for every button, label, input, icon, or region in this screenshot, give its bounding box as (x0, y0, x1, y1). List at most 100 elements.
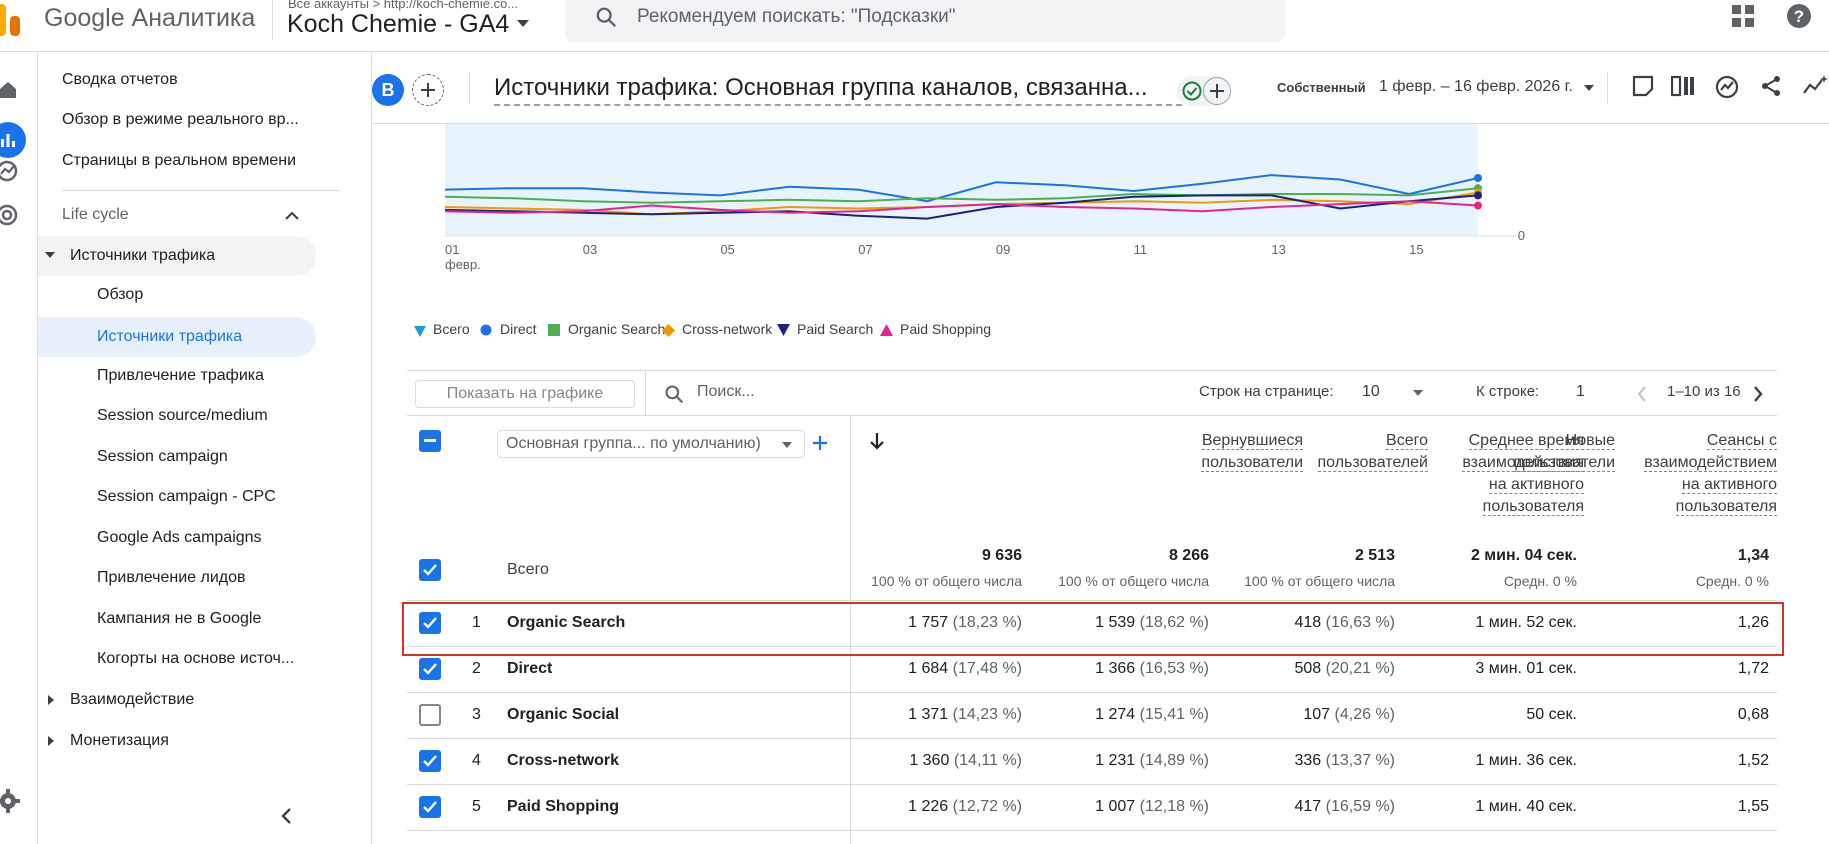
channel-name[interactable]: Cross-network (507, 752, 620, 769)
insights-trend-icon[interactable] (1715, 75, 1739, 99)
comparison-badge[interactable]: B (372, 74, 404, 106)
select-all-checkbox[interactable] (419, 430, 441, 452)
legend-label: Cross-network (682, 321, 773, 337)
column-header-total-users[interactable]: Всего пользователей (1258, 430, 1428, 474)
row-checkbox[interactable] (419, 704, 441, 726)
table-row[interactable]: 3 Organic Social 1 371 (14,23 %) 1 274 (15,… (407, 693, 1777, 739)
table-search-input[interactable]: Поиск... (697, 383, 755, 400)
sparkle-insights-icon[interactable] (1802, 75, 1828, 97)
data-table: Основная группа... по умолчанию) Всего по… (407, 416, 1777, 844)
advertising-icon[interactable] (0, 204, 18, 226)
column-header-avg-engagement-time[interactable]: Среднее время взаимодействия на активного п… (1414, 430, 1584, 518)
nav-subitem-cohorts[interactable]: Когорты на основе источ... (38, 640, 358, 678)
nav-group-engagement[interactable]: Взаимодействие (38, 681, 358, 719)
channel-name[interactable]: Organic Search (507, 614, 626, 631)
nav-subitem-traffic-sources[interactable]: Источники трафика (38, 317, 316, 357)
home-icon[interactable] (0, 80, 18, 100)
cell-percent: (14,23 %) (952, 706, 1022, 723)
column-header-engaged-sessions[interactable]: Сеансы с взаимодействием на активного польз… (1577, 430, 1777, 518)
nav-item-reports-snapshot[interactable]: Сводка отчетов (38, 61, 358, 99)
property-selector[interactable]: Koch Chemie - GA4 (287, 10, 510, 38)
insights-note-icon[interactable] (1632, 75, 1654, 97)
chevron-left-icon[interactable] (1637, 386, 1647, 402)
report-title[interactable]: Источники трафика: Основная группа канал… (494, 74, 1182, 106)
report-status[interactable] (1177, 76, 1231, 106)
settings-gear-icon[interactable] (0, 789, 20, 813)
nav-subitem-session-source-medium[interactable]: Session source/medium (38, 397, 358, 435)
highlight-box (402, 602, 1784, 656)
caret-right-icon (48, 695, 54, 705)
cell-percent: (18,23 %) (952, 614, 1022, 631)
add-comparison-button[interactable] (412, 74, 444, 106)
table-row[interactable]: 1 Organic Search 1 757 (18,23 %) 1 539 (18,… (407, 601, 1777, 647)
rows-per-page-select[interactable]: 10 (1362, 383, 1380, 400)
row-checkbox[interactable] (419, 612, 441, 634)
collapse-nav-chevron-left-icon[interactable] (280, 808, 292, 824)
nav-item-label: Google Ads campaigns (97, 529, 262, 546)
chevron-down-icon[interactable] (1584, 85, 1594, 92)
cell-new-users: 1 539 (18,62 %) (1009, 614, 1209, 632)
chevron-down-icon[interactable] (1413, 390, 1423, 397)
channel-name[interactable]: Paid Shopping (507, 798, 619, 815)
search-bar[interactable]: Рекомендуем поискать: "Подсказки" (565, 0, 1285, 42)
apps-grid-icon[interactable] (1731, 4, 1755, 28)
analytics-logo-icon[interactable] (0, 0, 20, 36)
row-checkbox[interactable] (419, 750, 441, 772)
cell-avg-engagement-time: 1 мин. 36 сек. (1475, 752, 1577, 769)
table-row[interactable]: 2 Direct 1 684 (17,48 %) 1 366 (16,53 %) 508… (407, 647, 1777, 693)
account-breadcrumb[interactable]: Все аккаунты > http://koch-chemie.co... (288, 0, 519, 11)
chevron-down-icon[interactable] (517, 20, 529, 28)
dimension-selector[interactable]: Основная группа... по умолчанию) (497, 430, 805, 458)
nav-item-label: Session campaign (97, 448, 228, 465)
chevron-down-icon (782, 442, 792, 448)
table-row[interactable]: 4 Cross-network 1 360 (14,11 %) 1 231 (14,8… (407, 739, 1777, 785)
product-name[interactable]: Google Аналитика (44, 4, 256, 32)
cell-value: 1 371 (908, 706, 949, 723)
add-filter-button[interactable] (1203, 77, 1231, 105)
goto-row-input[interactable]: 1 (1576, 383, 1585, 400)
column-header-text: Вернувшиеся (1201, 432, 1303, 450)
compare-columns-icon[interactable] (1671, 75, 1695, 97)
nav-subitem-traffic-acquisition[interactable]: Привлечение трафика (38, 357, 358, 395)
dimension-selector-label: Основная группа... по умолчанию) (506, 435, 761, 452)
nav-group-monetization[interactable]: Монетизация (38, 722, 358, 760)
nav-group-traffic-acquisition[interactable]: Источники трафика (38, 236, 316, 276)
channel-name[interactable]: Organic Social (507, 706, 620, 723)
nav-item-label: Когорты на основе источ... (97, 650, 295, 667)
explore-icon[interactable] (0, 160, 18, 182)
search-input[interactable]: Рекомендуем поискать: "Подсказки" (637, 6, 956, 27)
nav-section-life-cycle[interactable]: Life cycle (38, 196, 358, 234)
nav-subitem-non-google-campaign[interactable]: Кампания не в Google (38, 600, 358, 638)
channel-name[interactable]: Direct (507, 660, 553, 677)
header-divider (469, 72, 470, 104)
nav-item-realtime-overview[interactable]: Обзор в режиме реального вр... (38, 101, 358, 139)
column-header-text: пользователи (1201, 454, 1303, 472)
legend-label: Paid Search (797, 321, 874, 337)
show-on-chart-button[interactable]: Показать на графике (415, 380, 635, 408)
date-range-selector[interactable]: 1 февр. – 16 февр. 2026 г. (1379, 78, 1573, 95)
nav-subitem-session-campaign[interactable]: Session campaign (38, 438, 358, 476)
sort-descending-arrow-icon[interactable] (870, 432, 884, 450)
series-line-direct (444, 174, 1479, 203)
column-header-returning-users[interactable]: Вернувшиеся пользователи (1107, 430, 1303, 474)
nav-subitem-lead-acquisition[interactable]: Привлечение лидов (38, 559, 358, 597)
cell-avg-engagement-time: 1 мин. 40 сек. (1475, 798, 1577, 815)
table-row[interactable]: 5 Paid Shopping 1 226 (12,72 %) 1 007 (12,1… (407, 785, 1777, 831)
nav-subitem-session-campaign-cpc[interactable]: Session campaign - CPC (38, 478, 358, 516)
help-icon[interactable]: ? (1786, 3, 1812, 29)
column-header-new-users[interactable]: Новые пользователи (1445, 430, 1615, 474)
nav-subitem-google-ads-campaigns[interactable]: Google Ads campaigns (38, 519, 358, 557)
x-tick-label: 05 (720, 242, 734, 257)
reports-icon[interactable] (0, 122, 26, 158)
add-dimension-plus-icon[interactable] (813, 436, 827, 450)
legend-label: Direct (500, 321, 537, 337)
row-checkbox[interactable] (419, 796, 441, 818)
share-icon[interactable] (1760, 75, 1782, 97)
row-checkbox[interactable] (419, 658, 441, 680)
legend-label: Всего (433, 321, 470, 337)
chevron-right-icon[interactable] (1753, 386, 1763, 402)
nav-item-realtime-pages[interactable]: Страницы в реальном времени (38, 142, 358, 180)
totals-checkbox[interactable] (419, 559, 441, 581)
nav-subitem-overview[interactable]: Обзор (38, 276, 358, 314)
cell-percent: (15,41 %) (1139, 706, 1209, 723)
